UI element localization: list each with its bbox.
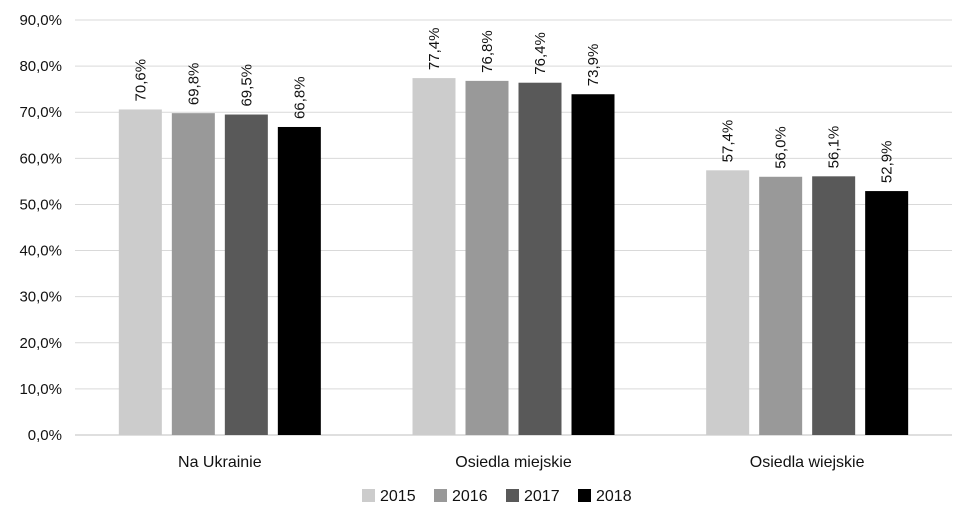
bar-2017-2 — [812, 176, 856, 436]
data-label: 77,4% — [426, 28, 443, 71]
bar-2015-0 — [118, 109, 162, 435]
bar-2016-1 — [465, 80, 509, 435]
bar-2018-1 — [571, 94, 615, 435]
data-label: 69,5% — [238, 64, 255, 107]
data-label: 70,6% — [132, 59, 149, 102]
data-label: 56,1% — [826, 126, 843, 169]
category-label: Na Ukrainie — [178, 454, 262, 471]
data-label: 76,8% — [479, 30, 496, 73]
data-label: 52,9% — [879, 141, 896, 184]
data-label: 69,8% — [185, 63, 202, 106]
y-tick-label: 40,0% — [19, 243, 62, 260]
category-label: Osiedla miejskie — [455, 454, 572, 471]
data-label: 66,8% — [291, 76, 308, 119]
legend-label: 2015 — [380, 488, 416, 505]
legend-label: 2017 — [524, 488, 560, 505]
bar-2018-2 — [865, 191, 909, 435]
bar-2017-0 — [224, 114, 268, 436]
legend-swatch-2018 — [578, 489, 591, 502]
y-tick-label: 30,0% — [19, 289, 62, 306]
y-tick-label: 80,0% — [19, 58, 62, 75]
y-tick-label: 60,0% — [19, 150, 62, 167]
data-label: 76,4% — [532, 32, 549, 75]
data-label: 73,9% — [585, 44, 602, 87]
data-label: 56,0% — [773, 126, 790, 169]
x-axis-category-labels: Na Ukrainie Osiedla miejskie Osiedla wiejs… — [178, 454, 865, 471]
y-axis-tick-labels: 0,0% 10,0% 20,0% 30,0% 40,0% 50,0% 60,0% 70,0% 8… — [19, 12, 62, 444]
legend: 2015 2016 2017 2018 — [362, 488, 632, 505]
bar-2016-2 — [759, 176, 803, 435]
data-labels: 70,6% 69,8% 69,5% 66,8% 77,4% 76,8% 76,4% 73,9%… — [132, 28, 895, 184]
y-tick-label: 10,0% — [19, 381, 62, 398]
data-label: 57,4% — [720, 120, 737, 163]
legend-label: 2016 — [452, 488, 488, 505]
category-label: Osiedla wiejskie — [750, 454, 865, 471]
gridlines — [75, 19, 952, 436]
y-tick-label: 90,0% — [19, 12, 62, 29]
legend-swatch-2016 — [434, 489, 447, 502]
legend-swatch-2015 — [362, 489, 375, 502]
y-tick-label: 0,0% — [28, 427, 62, 444]
y-tick-label: 50,0% — [19, 196, 62, 213]
bar-2015-2 — [706, 170, 750, 436]
legend-label: 2018 — [596, 488, 632, 505]
bars — [118, 78, 909, 436]
y-tick-label: 20,0% — [19, 335, 62, 352]
bar-2018-0 — [277, 126, 321, 435]
bar-2016-0 — [171, 113, 215, 436]
bar-2015-1 — [412, 78, 456, 435]
bar-2017-1 — [518, 82, 562, 435]
y-tick-label: 70,0% — [19, 104, 62, 121]
legend-swatch-2017 — [506, 489, 519, 502]
